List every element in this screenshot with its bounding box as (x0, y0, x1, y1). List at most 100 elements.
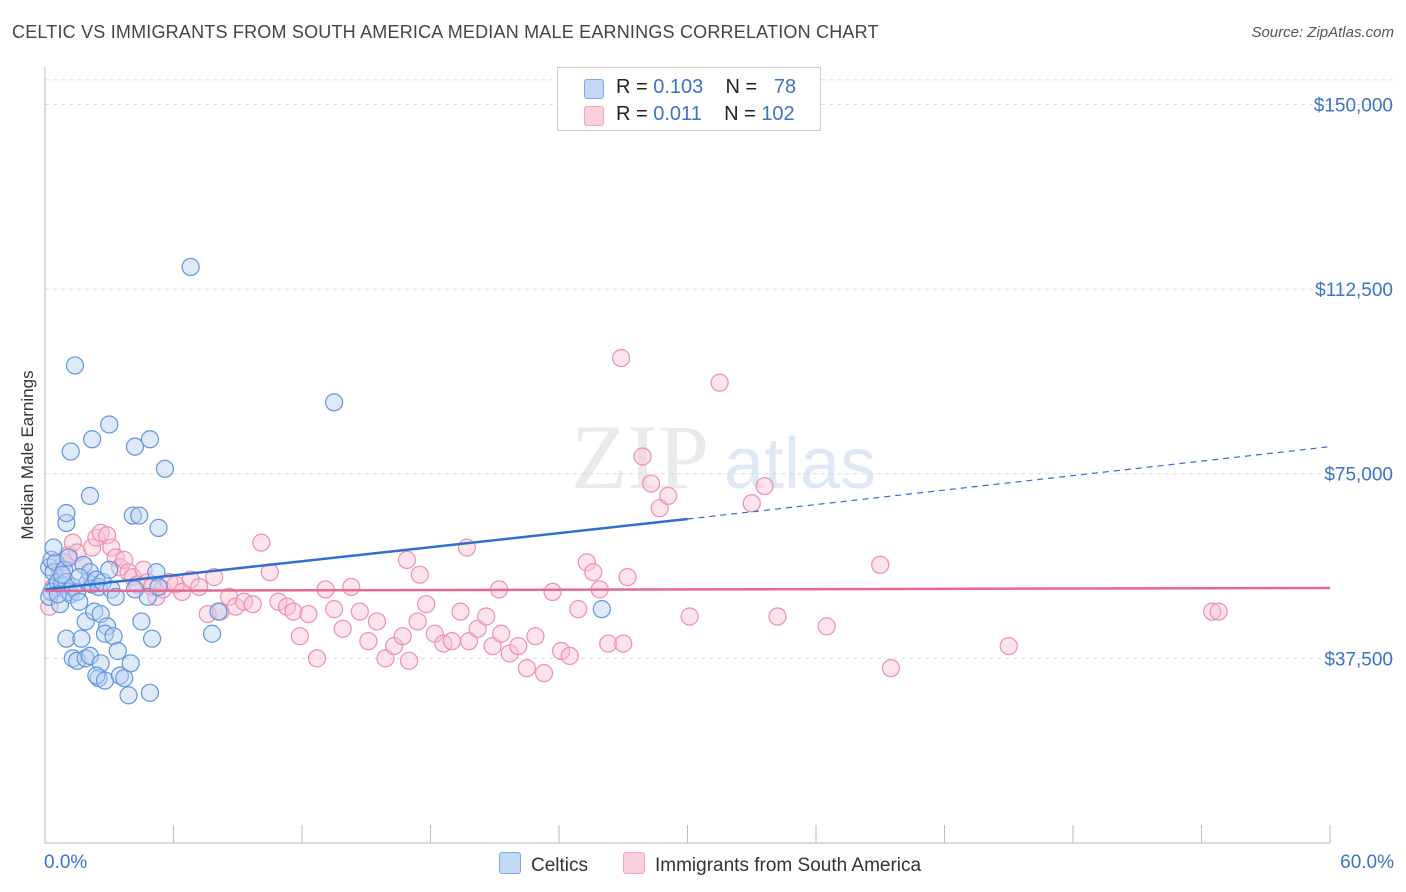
immig-point-57 (417, 595, 436, 614)
celtic-point-62 (80, 486, 100, 505)
celtic-point-43 (80, 646, 100, 666)
immig-point-47 (333, 619, 352, 638)
celtic-point-33 (106, 587, 125, 606)
axes (44, 67, 1331, 844)
celtic-point-65 (100, 415, 119, 434)
immig-point-92 (881, 659, 901, 678)
bottom-legend-immig-label: Immigrants from South America (655, 855, 922, 876)
chart-title: CELTIC VS IMMIGRANTS FROM SOUTH AMERICA … (12, 22, 879, 42)
celtic-point-34 (98, 617, 117, 636)
immig-point-29 (190, 577, 209, 597)
celtic-point-73 (209, 602, 228, 621)
celtic-point-58 (149, 577, 168, 597)
immig-point-60 (442, 632, 462, 651)
celtic-point-60 (130, 506, 149, 525)
immig-point-77 (584, 563, 603, 582)
y-tick-label-1: $75,000 (1324, 465, 1393, 486)
immig-point-91 (817, 617, 836, 636)
celtic-point-55 (142, 629, 162, 648)
celtic-point-68 (155, 459, 175, 478)
immig-point-90 (768, 607, 787, 626)
celtic-point-36 (104, 627, 123, 646)
immig-point-83 (650, 499, 669, 518)
bottom-legend-immig: Immigrants from South America (623, 852, 921, 877)
y-tick-labels: $37,500 $75,000 $112,500 $150,000 (1314, 95, 1393, 670)
immig-point-86 (410, 565, 429, 584)
immig-point-84 (659, 486, 678, 505)
immig-point-64 (477, 607, 496, 626)
celtic-point-77 (70, 568, 89, 587)
celtic-point-69 (65, 356, 85, 375)
immig-point-98 (710, 373, 729, 392)
immig-point-74 (560, 646, 579, 666)
immig-point-93 (999, 636, 1018, 656)
bottom-legend-celtic-label: Celtics (531, 855, 589, 876)
celtic-point-64 (61, 442, 80, 461)
immig-point-75 (569, 600, 588, 619)
celtic-point-46 (87, 666, 106, 685)
immig-point-76 (577, 553, 596, 572)
celtic-point-63 (83, 430, 102, 449)
immig-point-97 (612, 348, 631, 368)
bottom-legend-celtic: Celtics (499, 852, 588, 877)
watermark-atlas: atlas (724, 424, 876, 504)
legend-immig-n-label: N = (724, 103, 756, 125)
celtic-point-59 (123, 506, 142, 525)
immig-point-43 (299, 604, 318, 624)
immig-point-79 (599, 634, 618, 653)
immig-point-39 (269, 592, 288, 611)
immig-point-61 (451, 602, 470, 621)
immig-point-50 (359, 632, 378, 651)
celtic-point-18 (59, 548, 78, 567)
celtic-points (40, 257, 611, 705)
celtic-point-72 (202, 624, 222, 643)
bottom-legend-swatch-celtic (499, 852, 521, 874)
immig-point-0 (40, 597, 59, 616)
immig-point-71 (534, 664, 554, 683)
gridlines (45, 79, 1395, 659)
immig-point-101 (397, 550, 417, 569)
y-tick-label-2: $112,500 (1315, 280, 1393, 301)
immig-trend (44, 586, 1331, 593)
celtic-point-38 (57, 629, 76, 648)
immig-point-42 (290, 627, 309, 646)
legend-celtic-n-value: 78 (773, 76, 797, 98)
immig-point-5 (63, 533, 82, 552)
immig-point-96 (871, 555, 890, 574)
celtic-point-31 (100, 560, 119, 579)
immig-point-51 (367, 612, 387, 631)
celtic-point-70 (181, 257, 200, 277)
immig-point-95 (1209, 602, 1228, 621)
immig-point-54 (393, 627, 412, 646)
celtic-point-25 (80, 563, 100, 582)
immig-point-13 (102, 538, 121, 557)
immig-point-52 (376, 649, 395, 668)
immig-point-66 (492, 624, 511, 643)
trend-lines (44, 446, 1331, 593)
immig-point-44 (307, 649, 327, 668)
celtic-trend-dashed (687, 446, 1331, 520)
celtic-point-53 (132, 612, 151, 631)
legend-celtic-r-value: 0.103 (653, 76, 704, 98)
y-tick-label-0: $37,500 (1324, 649, 1393, 670)
immig-point-70 (526, 627, 545, 646)
celtic-point-74 (592, 600, 611, 619)
celtic-point-71 (325, 393, 344, 412)
immig-point-31 (205, 568, 224, 587)
celtic-point-13 (44, 538, 63, 557)
immig-point-55 (399, 651, 419, 670)
celtic-trend-solid (44, 517, 688, 591)
celtic-point-76 (53, 565, 72, 584)
immig-point-65 (483, 636, 502, 656)
x-tick-min: 0.0% (44, 852, 88, 873)
immig-point-36 (243, 595, 262, 614)
celtic-point-50 (121, 654, 140, 673)
celtic-point-52 (140, 683, 160, 702)
immig-point-63 (468, 619, 487, 638)
immig-point-41 (284, 602, 303, 621)
legend-celtic-n-label: N = (725, 76, 758, 98)
immig-point-100 (680, 607, 699, 626)
celtic-point-17 (57, 504, 76, 523)
celtic-point-56 (125, 580, 145, 599)
